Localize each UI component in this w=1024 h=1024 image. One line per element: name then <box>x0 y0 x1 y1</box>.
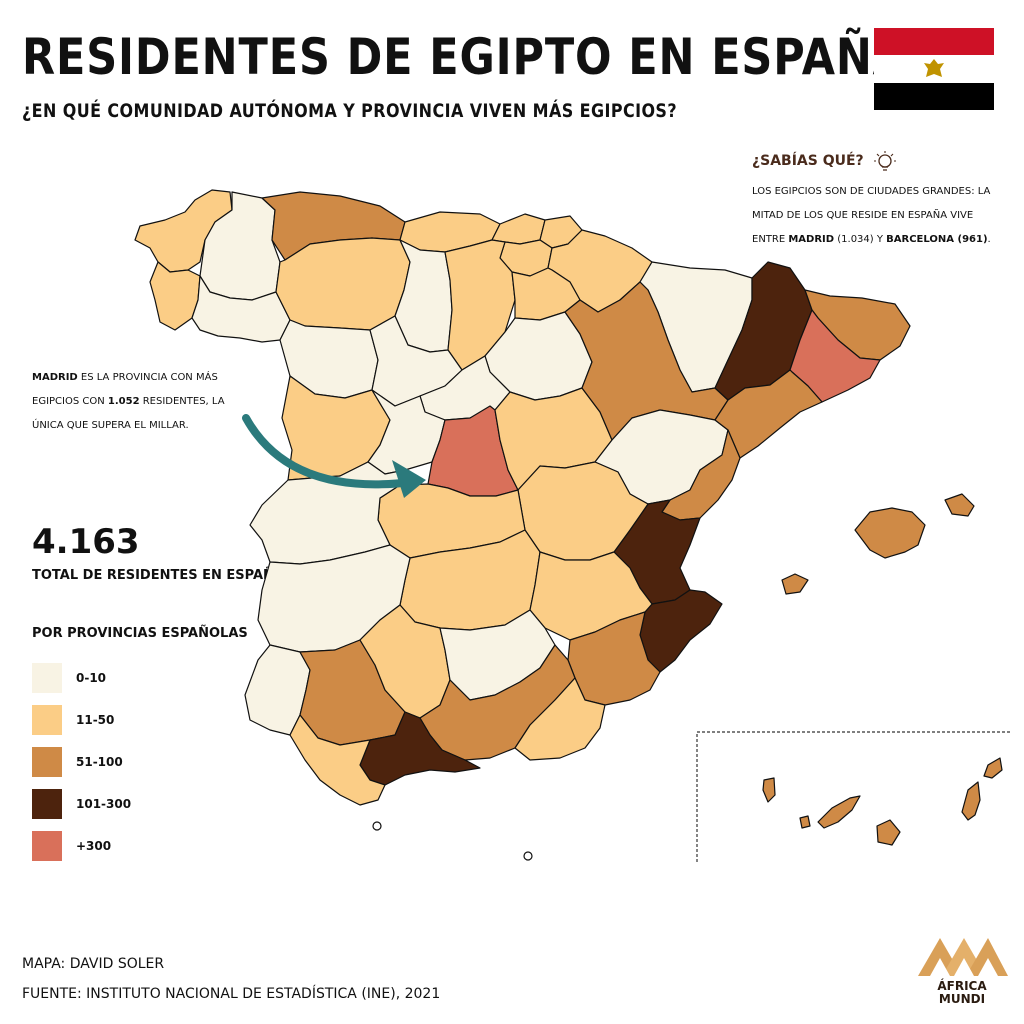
lightbulb-icon <box>873 151 896 171</box>
province-ourense <box>191 275 291 343</box>
flag-white-band <box>874 55 994 83</box>
legend-label: 0-10 <box>76 671 107 685</box>
eagle-emblem-icon <box>924 59 944 78</box>
legend-label: +300 <box>76 839 112 853</box>
legend-item-300-plus: +300 <box>32 831 111 861</box>
province-la-gomera <box>799 815 811 829</box>
melilla-islet <box>523 851 533 861</box>
province-burgos <box>444 239 516 371</box>
fact-heading: ¿SABÍAS QUÉ? <box>752 148 897 174</box>
legend-swatch <box>32 705 62 735</box>
legend-swatch <box>32 789 62 819</box>
page-title: RESIDENTES DE EGIPTO EN ESPAÑA <box>22 28 907 86</box>
province-la-palma <box>762 777 776 803</box>
province-ibiza <box>781 573 809 595</box>
madrid-arrow <box>242 414 416 489</box>
total-label: TOTAL DE RESIDENTES EN ESPAÑA <box>32 568 284 583</box>
province-tenerife <box>817 795 861 829</box>
logo-line-1: ÁFRICA <box>937 979 987 993</box>
madrid-annotation: MADRID ES LA PROVINCIA CON MÁS EGIPCIOS … <box>32 372 225 431</box>
legend-label: 11-50 <box>76 713 115 727</box>
province-cadiz <box>289 714 386 806</box>
canary-inset-border <box>696 731 1010 862</box>
legend-item-51-100: 51-100 <box>32 747 123 777</box>
legend-title: POR PROVINCIAS ESPAÑOLAS <box>32 626 248 641</box>
page-subtitle: ¿EN QUÉ COMUNIDAD AUTÓNOMA Y PROVINCIA V… <box>22 100 678 122</box>
province-tarragona <box>714 369 823 459</box>
province-las-palmas-lanzarote <box>983 757 1003 779</box>
total-value: 4.163 <box>32 522 140 562</box>
flag-red-band <box>874 28 994 56</box>
egypt-flag <box>874 28 994 110</box>
legend-label: 51-100 <box>76 755 123 769</box>
fact-text: LOS EGIPCIOS SON DE CIUDADES GRANDES: LA… <box>752 186 991 245</box>
province-bizkaia <box>491 213 546 245</box>
ceuta-islet <box>372 821 382 831</box>
legend-item-101-300: 101-300 <box>32 789 131 819</box>
source-credit: FUENTE: INSTITUTO NACIONAL DE ESTADÍSTIC… <box>22 986 441 1002</box>
legend-item-0-10: 0-10 <box>32 663 106 693</box>
legend-label: 101-300 <box>76 797 132 811</box>
province-las-palmas-gran-canaria <box>876 819 901 846</box>
province-las-palmas-fuerteventura <box>961 781 981 821</box>
legend-swatch <box>32 747 62 777</box>
flag-black-band <box>874 82 994 110</box>
legend-item-11-50: 11-50 <box>32 705 114 735</box>
mountains-logo-icon <box>918 938 1008 976</box>
africa-mundi-logo: ÁFRICA MUNDI <box>916 932 1008 1012</box>
province-mallorca <box>854 507 926 559</box>
map-credit: MAPA: DAVID SOLER <box>22 956 165 972</box>
legend-swatch <box>32 663 62 693</box>
province-menorca <box>944 493 975 517</box>
madrid-arrow-head-icon <box>392 460 426 498</box>
legend-swatch <box>32 831 62 861</box>
province-almeria <box>514 677 606 761</box>
logo-line-2: MUNDI <box>938 992 986 1006</box>
